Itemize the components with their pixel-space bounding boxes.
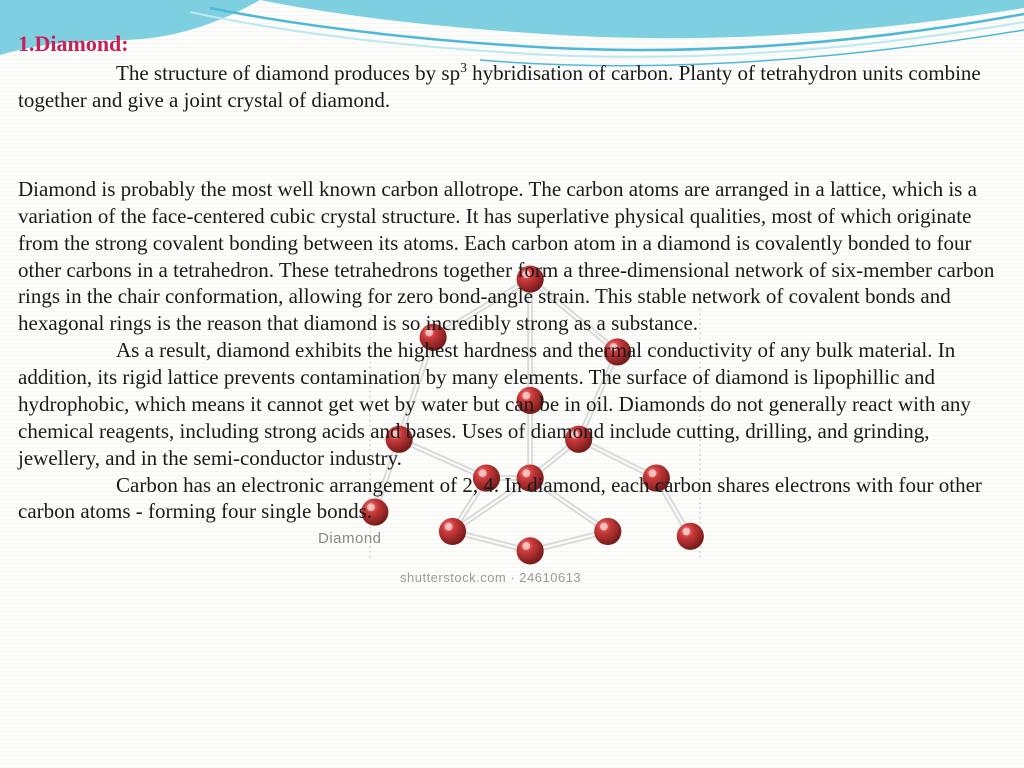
intro-paragraph: The structure of diamond produces by sp3…	[18, 60, 1006, 114]
intro-sup: 3	[460, 60, 467, 75]
paragraph-3: Carbon has an electronic arrangement of …	[18, 472, 1006, 526]
paragraph-1: Diamond is probably the most well known …	[18, 176, 1006, 337]
diagram-label: Diamond	[318, 530, 382, 547]
diagram-watermark: shutterstock.com · 24610613	[400, 570, 581, 585]
body-text: Diamond is probably the most well known …	[18, 176, 1006, 525]
intro-pre: The structure of diamond produces by sp	[116, 61, 460, 85]
section-title: 1.Diamond:	[18, 30, 1006, 58]
paragraph-2: As a result, diamond exhibits the highes…	[18, 337, 1006, 471]
slide-content: 1.Diamond: The structure of diamond prod…	[0, 0, 1024, 525]
